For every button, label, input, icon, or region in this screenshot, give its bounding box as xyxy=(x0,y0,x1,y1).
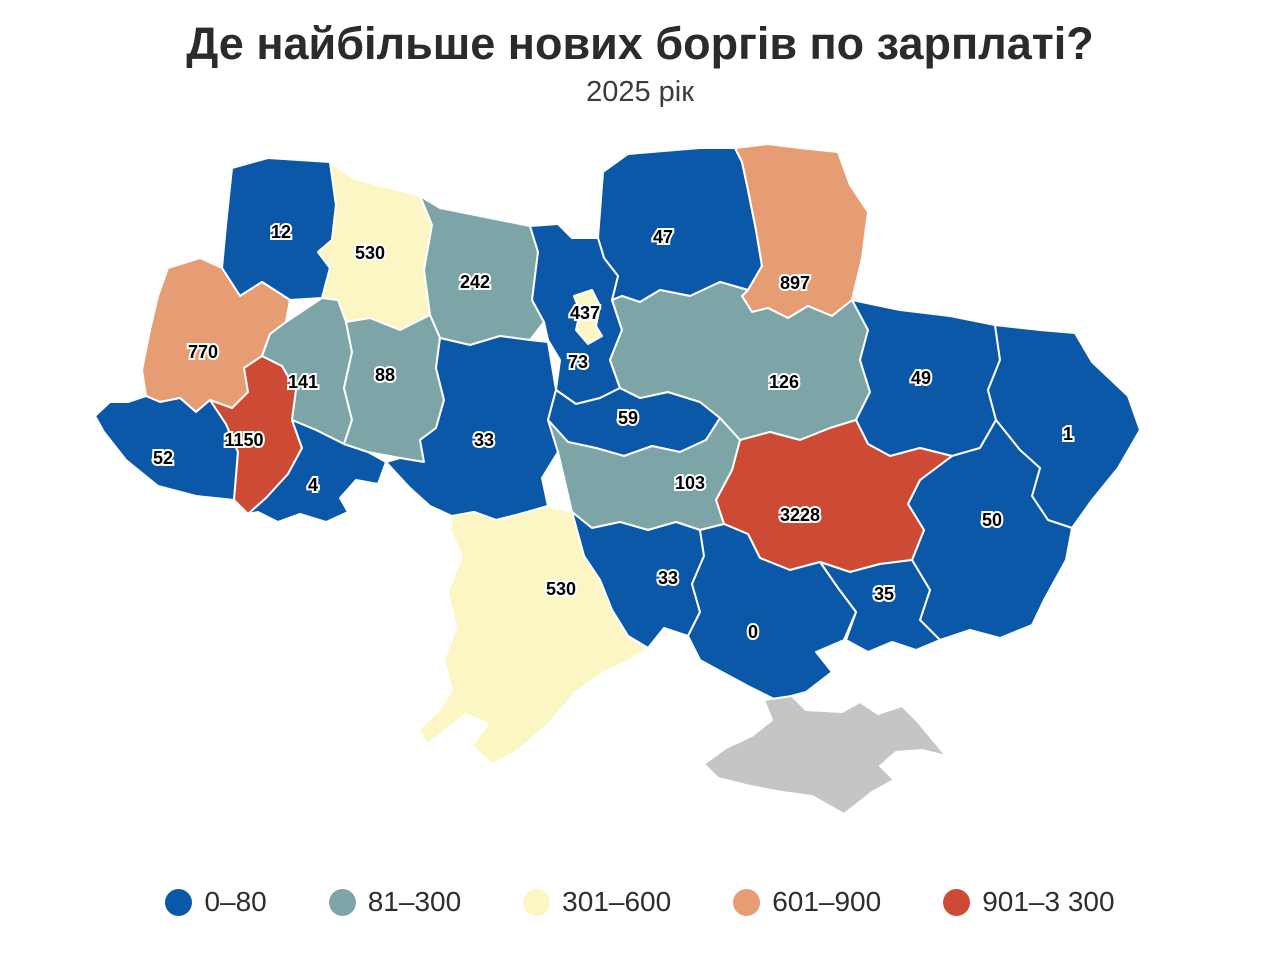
legend-item: 0–80 xyxy=(165,886,267,918)
page-title: Де найбільше нових боргів по зарплаті? xyxy=(186,18,1094,69)
region-kyiv-city xyxy=(573,289,603,345)
region-value-label: 0 xyxy=(748,622,758,642)
region-value-label: 530 xyxy=(355,243,385,263)
region-value-label: 59 xyxy=(618,408,638,428)
region-crimea xyxy=(703,695,947,815)
legend-swatch xyxy=(165,888,193,916)
legend-label: 901–3 300 xyxy=(982,886,1115,917)
region-value-label: 3228 xyxy=(780,505,820,525)
legend-item: 301–600 xyxy=(523,886,671,918)
region-value-label: 50 xyxy=(982,510,1002,530)
region-value-label: 437 xyxy=(570,303,600,323)
region-value-label: 88 xyxy=(375,365,395,385)
region-zakarpattia xyxy=(94,395,239,501)
region-value-label: 770 xyxy=(188,342,218,362)
region-value-label: 12 xyxy=(271,222,291,242)
legend-swatch xyxy=(328,888,356,916)
legend-item: 81–300 xyxy=(328,886,462,918)
legend-swatch xyxy=(523,888,551,916)
legend-label: 601–900 xyxy=(772,886,882,917)
region-value-label: 242 xyxy=(460,272,490,292)
legend-label: 301–600 xyxy=(562,886,672,917)
legend-swatch xyxy=(733,888,761,916)
region-value-label: 49 xyxy=(911,368,931,388)
region-value-label: 35 xyxy=(874,584,894,604)
region-value-label: 33 xyxy=(474,430,494,450)
region-zhytomyr xyxy=(419,195,545,346)
legend-swatch xyxy=(943,888,971,916)
legend-label: 0–80 xyxy=(204,886,267,917)
figure-header: Де найбільше нових боргів по зарплаті? 2… xyxy=(0,18,1280,109)
region-kherson xyxy=(687,523,857,701)
region-value-label: 1150 xyxy=(224,430,263,450)
legend: 0–80 81–300 301–600 601–900 901–3 300 xyxy=(0,886,1280,918)
region-chernihiv xyxy=(597,147,763,303)
region-value-label: 897 xyxy=(780,273,810,293)
region-value-label: 126 xyxy=(769,372,799,392)
page-subtitle: 2025 рік xyxy=(586,75,694,108)
legend-item: 901–3 300 xyxy=(943,886,1115,918)
region-value-label: 530 xyxy=(546,579,576,599)
legend-label: 81–300 xyxy=(367,886,462,917)
legend-item: 601–900 xyxy=(733,886,881,918)
region-value-label: 4 xyxy=(308,475,318,495)
region-value-label: 52 xyxy=(153,448,173,468)
region-value-label: 103 xyxy=(675,473,705,493)
region-value-label: 73 xyxy=(568,352,588,372)
region-value-label: 141 xyxy=(288,372,318,392)
region-value-label: 33 xyxy=(658,568,678,588)
region-value-label: 1 xyxy=(1063,424,1073,444)
region-value-label: 47 xyxy=(653,227,673,247)
region-odesa xyxy=(417,505,649,765)
